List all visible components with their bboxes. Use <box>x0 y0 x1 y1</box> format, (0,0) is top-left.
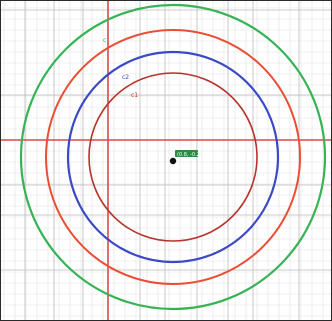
circle-c2[interactable] <box>45 29 301 285</box>
center-point[interactable] <box>169 157 177 165</box>
circle-c1[interactable] <box>66 50 280 264</box>
circle-inner[interactable] <box>88 72 258 242</box>
circle-c2-label: c2 <box>122 74 129 81</box>
circle-c1-label: c1 <box>131 92 138 99</box>
center-label-bg <box>175 150 198 157</box>
circle-c-outer[interactable] <box>19 3 327 311</box>
center-point-label: (0.8, -0.2) <box>177 152 202 158</box>
circle-c-label: c <box>103 37 106 44</box>
